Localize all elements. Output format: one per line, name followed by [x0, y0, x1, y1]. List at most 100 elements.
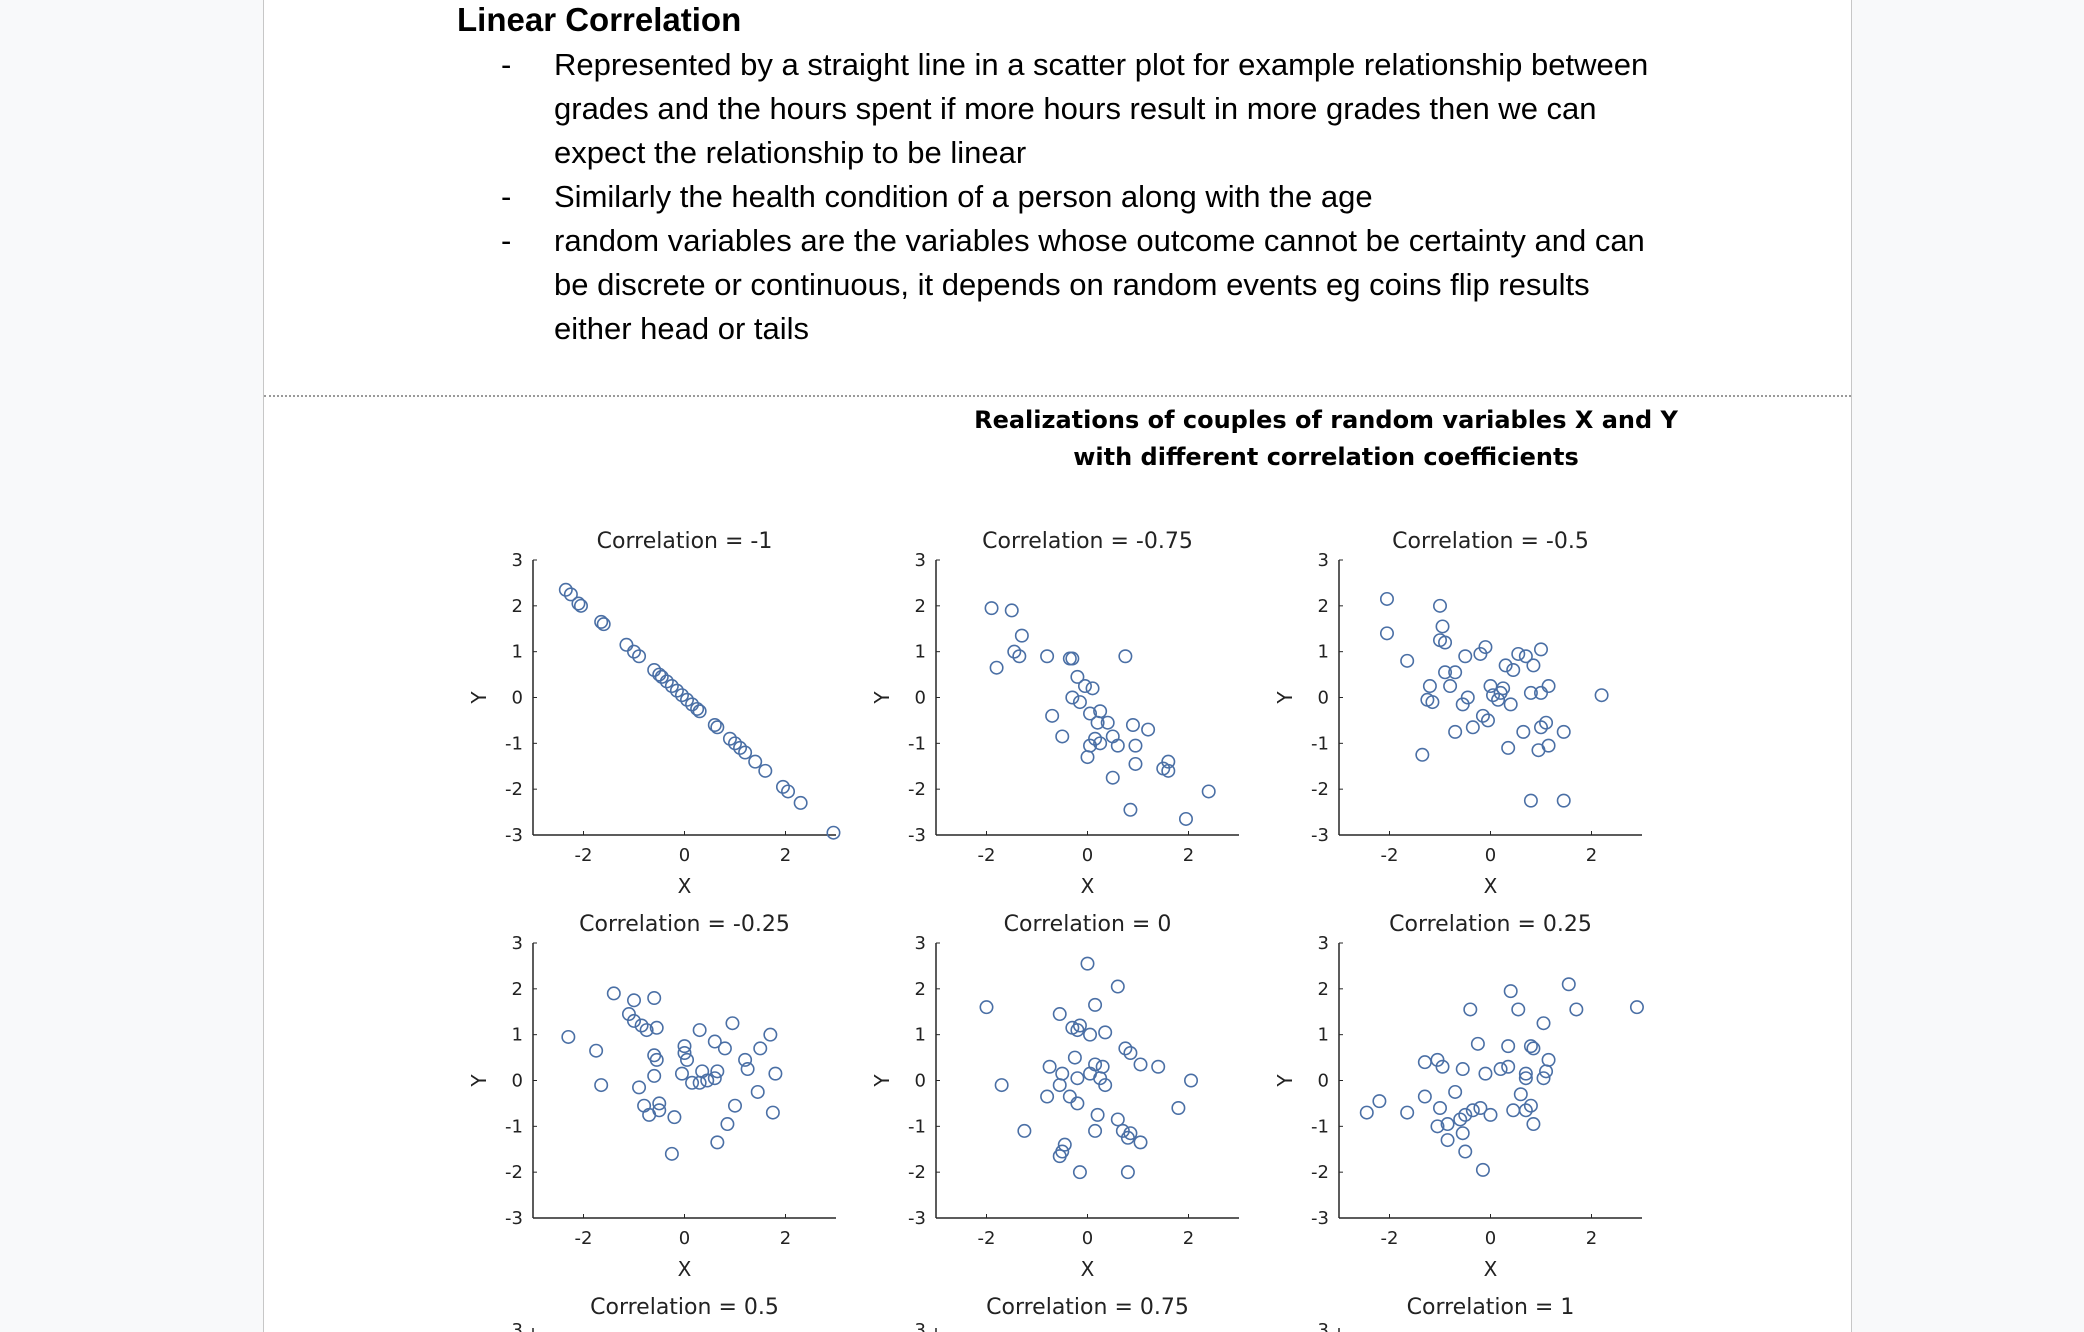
- bullet-list: - Represented by a straight line in a sca…: [457, 43, 1757, 351]
- y-tick-label: -2: [908, 779, 926, 800]
- scatter-point: [727, 1098, 742, 1113]
- scatter-point: [707, 1071, 722, 1086]
- y-tick-label: 3: [512, 1320, 523, 1332]
- y-tick-label: -2: [1311, 1162, 1329, 1183]
- scatter-point: [1417, 1055, 1432, 1070]
- page-break-divider: [264, 395, 1851, 399]
- scatter-point: [1526, 1041, 1541, 1056]
- scatter-point: [632, 1080, 647, 1095]
- y-tick-label: -3: [505, 1208, 523, 1229]
- x-tick-label: -2: [978, 845, 996, 866]
- scatter-point: [667, 1110, 682, 1125]
- scatter-point: [768, 1066, 783, 1081]
- scatter-point: [1105, 770, 1120, 785]
- scatter-point: [1012, 649, 1027, 664]
- y-tick-label: -1: [908, 1116, 926, 1137]
- text-block: Linear Correlation - Represented by a str…: [457, 0, 1757, 351]
- scatter-point: [763, 1027, 778, 1042]
- scatter-point: [1359, 1105, 1374, 1120]
- scatter-point: [738, 1052, 753, 1067]
- scatter-point: [1088, 1123, 1103, 1138]
- scatter-point: [1561, 977, 1576, 992]
- scatter-point: [1083, 1027, 1098, 1042]
- scatter-point: [1448, 665, 1463, 680]
- scatter-point: [1440, 1117, 1455, 1132]
- scatter-point: [654, 669, 669, 684]
- figure-title: Realizations of couples of random variab…: [974, 406, 1678, 434]
- scatter-point: [1539, 715, 1554, 730]
- bullet-item: - random variables are the variables whos…: [457, 219, 1674, 351]
- scatter-point: [659, 674, 674, 689]
- scatter-point: [1098, 1025, 1113, 1040]
- scatter-point: [1070, 669, 1085, 684]
- scatter-point: [1120, 1165, 1135, 1180]
- scatter-point: [1541, 1052, 1556, 1067]
- scatter-point: [1433, 1101, 1448, 1116]
- scatter-point: [717, 1041, 732, 1056]
- scatter-point: [1536, 1071, 1551, 1086]
- scatter-point: [1511, 1002, 1526, 1017]
- scatter-point: [1534, 642, 1549, 657]
- y-tick-label: 3: [512, 933, 523, 954]
- y-tick-label: 1: [1318, 642, 1329, 663]
- y-tick-label: -1: [908, 733, 926, 754]
- scatter-point: [1526, 658, 1541, 673]
- scatter-point: [1594, 688, 1609, 703]
- scatter-point: [1110, 738, 1125, 753]
- scatter-point: [1629, 1000, 1644, 1015]
- scatter-point: [1040, 649, 1055, 664]
- scatter-point: [1501, 1039, 1516, 1054]
- scatter-point: [589, 1043, 604, 1058]
- bullet-item: - Similarly the health condition of a per…: [457, 175, 1674, 219]
- y-tick-label: -3: [1311, 1208, 1329, 1229]
- y-tick-label: -1: [505, 1116, 523, 1137]
- y-tick-label: -1: [1311, 733, 1329, 754]
- scatter-point: [1465, 720, 1480, 735]
- scatter-point: [1083, 706, 1098, 721]
- scatter-point: [1506, 662, 1521, 677]
- scatter-point: [1004, 603, 1019, 618]
- scatter-point: [1125, 717, 1140, 732]
- scatter-point: [1433, 598, 1448, 613]
- scatter-point: [606, 986, 621, 1001]
- scatter-point: [1067, 1050, 1082, 1065]
- y-tick-label: 0: [915, 688, 926, 709]
- scatter-point: [1118, 649, 1133, 664]
- x-tick-label: -2: [575, 1228, 593, 1249]
- scatter-point: [1062, 1089, 1077, 1104]
- scatter-point: [1498, 658, 1513, 673]
- scatter-point: [1430, 1119, 1445, 1134]
- scatter-point: [1483, 1107, 1498, 1122]
- x-axis-label: X: [1081, 1257, 1095, 1281]
- scatter-point: [674, 1066, 689, 1081]
- scatter-point: [1070, 1096, 1085, 1111]
- y-tick-label: 2: [915, 596, 926, 617]
- y-tick-label: -2: [1311, 779, 1329, 800]
- scatter-point: [647, 662, 662, 677]
- scatter-point: [1080, 750, 1095, 765]
- y-tick-label: 3: [1318, 1320, 1329, 1332]
- panel-title: Correlation = 0.75: [986, 1295, 1189, 1320]
- y-tick-label: -3: [908, 1208, 926, 1229]
- scatter-point: [571, 596, 586, 611]
- scatter-point: [1171, 1101, 1186, 1116]
- scatter-point: [594, 1078, 609, 1093]
- y-tick-label: 2: [1318, 596, 1329, 617]
- scatter-point: [1518, 1066, 1533, 1081]
- bullet-item: - Represented by a straight line in a sca…: [457, 43, 1674, 175]
- scatter-point: [561, 1029, 576, 1044]
- scatter-point: [1128, 738, 1143, 753]
- y-axis-label: Y: [870, 1074, 894, 1088]
- scatter-point: [1523, 793, 1538, 808]
- x-tick-label: -2: [1381, 1228, 1399, 1249]
- scatter-point: [685, 1075, 700, 1090]
- scatter-point: [647, 990, 662, 1005]
- scatter-point: [1453, 1112, 1468, 1127]
- scatter-point: [1141, 722, 1156, 737]
- scatter-point: [626, 1013, 641, 1028]
- scatter-point: [1095, 1059, 1110, 1074]
- scatter-point: [1128, 756, 1143, 771]
- scatter-point: [692, 704, 707, 719]
- scatter-point: [722, 731, 737, 746]
- scatter-point: [1455, 1062, 1470, 1077]
